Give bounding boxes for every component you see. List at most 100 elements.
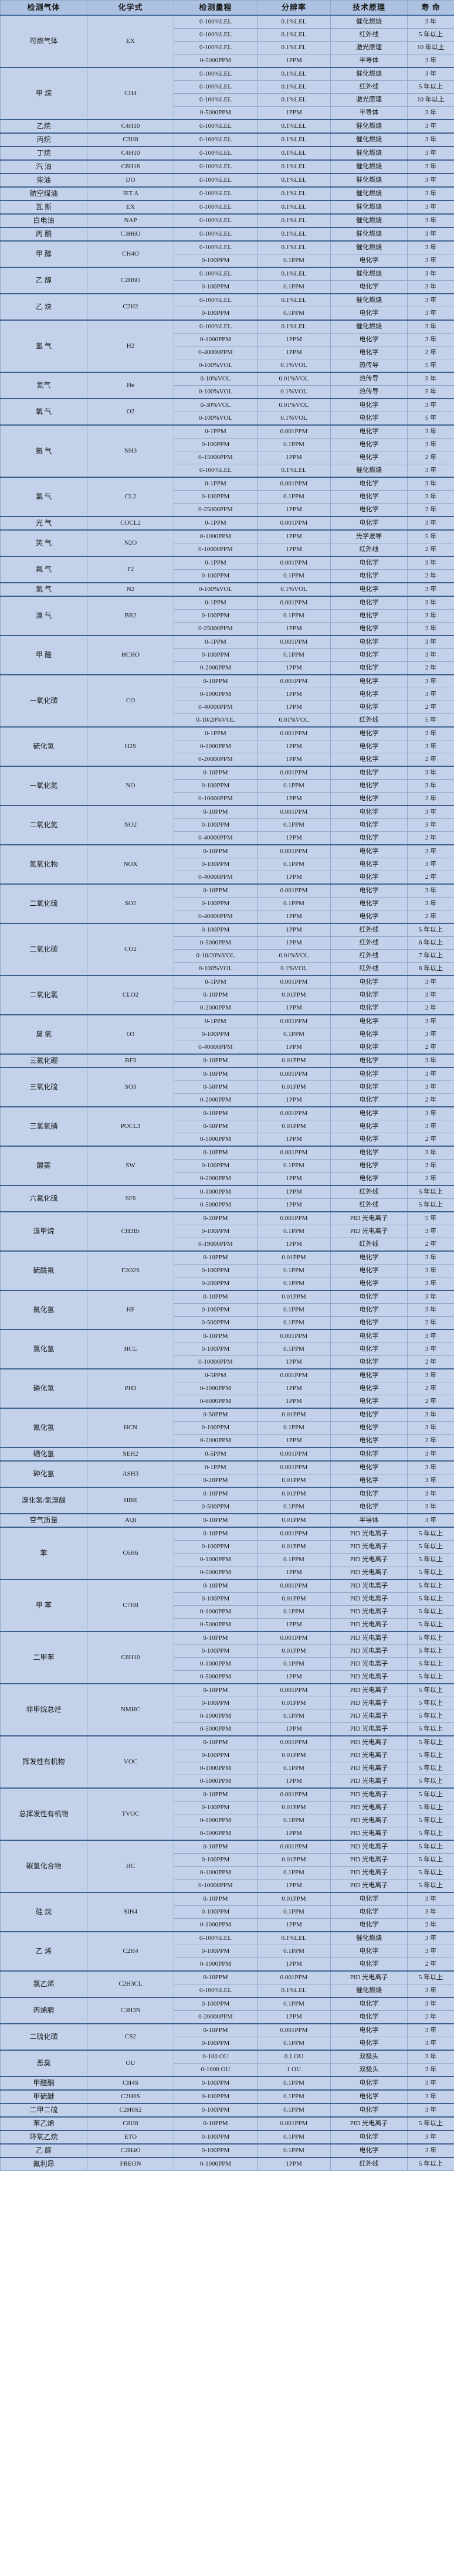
cell-resolution: 1PPM [257,1238,331,1252]
cell-lifetime: 2 年 [407,1316,454,1330]
cell-range: 0-2000PPM [174,1172,258,1186]
cell-resolution: 0.1PPM [257,2037,331,2051]
table-row: 氟 气 F2 0-1PPM 0.001PPM 电化学 3 年 [0,556,454,583]
cell-principle: 电化学 [330,477,408,491]
cell-lifetime: 5 年以上 [407,28,454,42]
cell-principle: 双极头 [330,2063,408,2077]
cell-principle: 电化学 [330,1945,408,1958]
cell-range: 0-10PPM [174,766,258,780]
cell-gas-name: 砷化氢 [0,1460,87,1488]
cell-chemical-formula: FREON [87,2157,174,2171]
cell-lifetime: 3 年 [407,726,454,740]
cell-lifetime: 3 年 [407,1487,454,1501]
cell-resolution: 0.1%LEL [257,213,331,228]
table-row: 0-500PPM 0.1PPM 电化学 3 年 [1,1500,454,1514]
table-row: 0-10PPM 0.01PPM 电化学 3 年 [1,988,454,1002]
cell-range: 0-100PPM [174,2103,258,2118]
cell-gas-name: 甲醛酮 [0,2076,87,2091]
cell-range: 0-100PPM [174,1225,258,1238]
cell-gas-name: 三氯氧磷 [0,1106,87,1147]
table-row: 乙 醛 C2H4O 0-100PPM 0.1PPM 电化学 3 年 [0,2143,454,2158]
cell-range: 0-100PPM [174,1697,258,1710]
cell-range: 0-100PPM [174,569,258,583]
cell-resolution: 1PPM [257,529,331,543]
cell-range: 0-100PPM [174,1540,258,1554]
cell-chemical-formula: C8H8 [87,2116,174,2131]
cell-principle: 热传导 [330,359,408,373]
cell-principle: 电化学 [330,333,408,346]
cell-gas-name: 二氧化氯 [0,975,87,1015]
cell-resolution: 1PPM [257,1618,331,1632]
table-row: 苯乙烯 C8H8 0-10PPM 0.001PPM PID 光电离子 5 年以上 [0,2116,454,2131]
cell-lifetime: 5 年以上 [407,2116,454,2131]
cell-chemical-formula: CH4O [87,240,174,268]
cell-chemical-formula: C4H10 [87,146,174,161]
cell-resolution: 0.01PPM [257,1053,331,1068]
cell-gas-name: 航空煤油 [0,186,87,201]
table-row: 0-25000PPM 1PPM 电化学 2 年 [1,503,454,517]
cell-resolution: 0.001PPM [257,726,331,740]
table-row: 二甲苯 C8H10 0-10PPM 0.001PPM PID 光电离子 5 年以上 [0,1631,454,1684]
cell-lifetime: 2 年 [407,1001,454,1015]
cell-lifetime: 5 年以上 [407,1553,454,1566]
cell-range: 0-5000PPM [174,1618,258,1632]
cell-principle: PID 光电离子 [330,1775,408,1789]
cell-lifetime: 3 年 [407,1945,454,1958]
cell-principle: PID 光电离子 [330,1644,408,1658]
cell-range: 0-1000PPM [174,1657,258,1671]
cell-principle: 电化学 [330,1355,408,1369]
cell-range: 0-1PPM [174,1460,258,1474]
cell-resolution: 0.1%VOL [257,385,331,399]
cell-range: 0-100%VOL [174,962,258,976]
cell-resolution: 0.1%LEL [257,1931,331,1945]
cell-principle: 电化学 [330,438,408,451]
cell-resolution: 0.1PPM [257,2143,331,2158]
cell-resolution: 0.1PPM [257,569,331,583]
table-row: 0-5000PPM 1PPM PID 光电离子 5 年以上 [1,1827,454,1841]
cell-lifetime: 3 年 [407,106,454,120]
cell-principle: 催化燃烧 [330,186,408,201]
table-row: 0-100PPM 0.1PPM 电化学 3 年 [1,609,454,623]
cell-principle: PID 光电离子 [330,1697,408,1710]
cell-resolution: 0.1%LEL [257,132,331,147]
table-row: 磷化氢 PH3 0-5PPM 0.001PPM 电化学 3 年 [0,1368,454,1409]
cell-range: 0-100%LEL [174,320,258,334]
cell-lifetime: 3 年 [407,1997,454,2011]
table-row: 甲 烷 CH4 0-100%LEL 0.1%LEL 催化燃烧 3 年 [0,67,454,120]
cell-range: 0-100%LEL [174,1984,258,1998]
cell-resolution: 0.1PPM [257,818,331,832]
cell-resolution: 1PPM [257,1566,331,1580]
cell-resolution: 0.01%VOL [257,949,331,963]
cell-principle: PID 光电离子 [330,1657,408,1671]
table-row: 0-5000PPM 1PPM 红外线 6 年以上 [1,936,454,950]
cell-principle: 催化燃烧 [330,159,408,174]
cell-lifetime: 3 年 [407,688,454,701]
cell-resolution: 0.1%LEL [257,41,331,55]
gas-detection-spec-sheet: 检测气体 化学式 检测量程 分辨率 技术原理 寿 命 可燃气体 EX 0-100%L… [0,0,454,2171]
cell-lifetime: 3 年 [407,15,454,29]
cell-range: 0-100%LEL [174,28,258,42]
cell-chemical-formula: BF3 [87,1053,174,1068]
cell-resolution: 0.1%LEL [257,464,331,478]
cell-principle: PID 光电离子 [330,1710,408,1723]
cell-lifetime: 3 年 [407,67,454,81]
cell-resolution: 0.1PPM [257,2103,331,2118]
cell-gas-name: 丙 酮 [0,227,87,242]
cell-lifetime: 5 年以上 [407,1775,454,1789]
table-row: 0-20000PPM 1PPM 电化学 2 年 [1,753,454,767]
cell-lifetime: 5 年以上 [407,1827,454,1841]
cell-range: 0-10PPM [174,1146,258,1160]
table-row: 甲 醛 HCHO 0-1PPM 0.001PPM 电化学 3 年 [0,635,454,675]
table-row: 0-100PPM 0.1PPM 电化学 2 年 [1,569,454,583]
table-row: 0-100PPM 0.01PPM PID 光电离子 5 年以上 [1,1540,454,1554]
cell-principle: 电化学 [330,1447,408,1462]
table-row: 甲硫醚 C2H6S 0-100PPM 0.1PPM 电化学 3 年 [0,2089,454,2104]
cell-range: 0-10PPM [174,1892,258,1906]
cell-resolution: 0.01PPM [257,1290,331,1304]
col-header-gas: 检测气体 [0,0,87,16]
cell-gas-name: 汽 油 [0,159,87,174]
table-row: 0-5000PPM 1PPM PID 光电离子 5 年以上 [1,1775,454,1789]
cell-principle: 电化学 [330,674,408,688]
table-row: 0-100PPM 0.01PPM PID 光电离子 5 年以上 [1,1853,454,1867]
cell-gas-name: 丙烯腈 [0,1997,87,2024]
